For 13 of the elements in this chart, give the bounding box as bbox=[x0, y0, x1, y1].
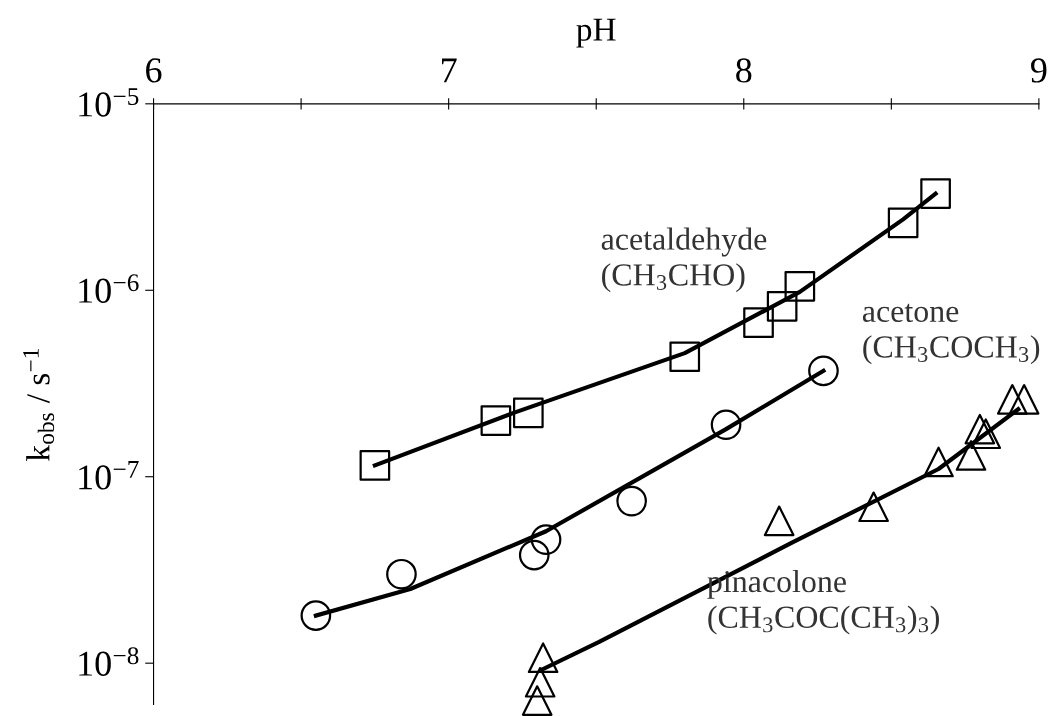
x-tick-label: 9 bbox=[1031, 58, 1047, 83]
x-axis-title: pH bbox=[576, 18, 616, 48]
y-tick-label: 10$^{−5}$ bbox=[79, 88, 139, 117]
annotation: pinacolone (CH$_{3}$COC(CH$_{3}$)$_{3}$) bbox=[707, 569, 939, 635]
annotation: acetone (CH$_{3}$COCH$_{3}$) bbox=[862, 303, 1040, 365]
x-tick-label: 7 bbox=[442, 58, 457, 83]
y-axis-title: k$_{obs}$ / s$^{−1}$ bbox=[23, 348, 55, 462]
x-tick-label: 6 bbox=[146, 58, 162, 83]
y-tick-label: 10$^{−8}$ bbox=[79, 647, 139, 676]
y-tick-label: 10$^{−6}$ bbox=[79, 274, 139, 303]
annotation: acetaldehyde (CH$_{3}$CHO) bbox=[601, 227, 767, 293]
x-tick-label: 8 bbox=[736, 58, 752, 83]
y-tick-label: 10$^{−7}$ bbox=[79, 461, 139, 490]
